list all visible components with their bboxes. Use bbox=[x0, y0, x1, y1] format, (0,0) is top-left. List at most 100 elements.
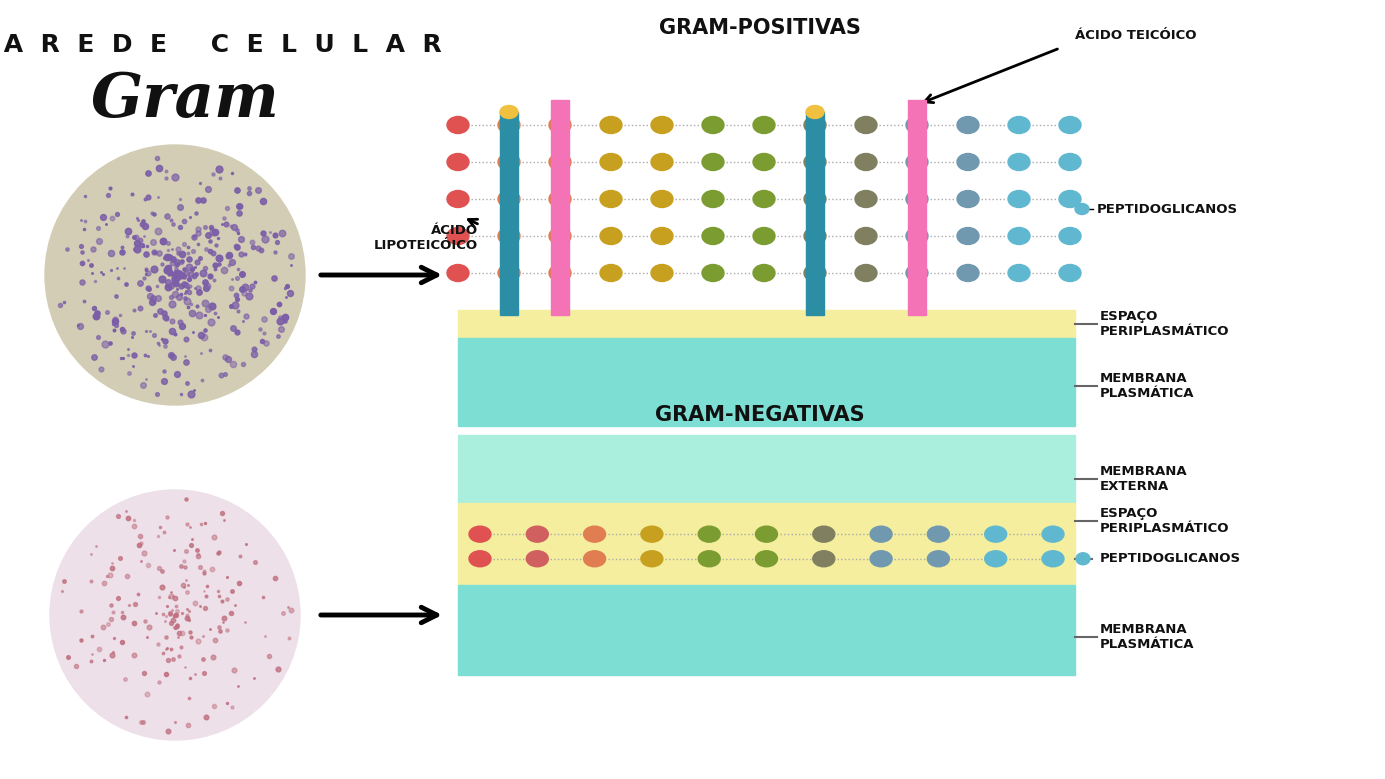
Ellipse shape bbox=[855, 191, 877, 207]
Ellipse shape bbox=[447, 117, 470, 133]
Text: ÁCIDO TEICÓICO: ÁCIDO TEICÓICO bbox=[1075, 29, 1197, 41]
Text: ÁCIDO
LIPOTEICÓICO: ÁCIDO LIPOTEICÓICO bbox=[374, 224, 478, 252]
Ellipse shape bbox=[957, 227, 979, 245]
Ellipse shape bbox=[1060, 227, 1082, 245]
Ellipse shape bbox=[755, 526, 777, 542]
Ellipse shape bbox=[985, 526, 1007, 542]
Ellipse shape bbox=[870, 526, 892, 542]
Ellipse shape bbox=[548, 153, 571, 171]
Ellipse shape bbox=[548, 227, 571, 245]
Ellipse shape bbox=[1042, 551, 1064, 567]
Ellipse shape bbox=[702, 191, 724, 207]
Ellipse shape bbox=[526, 526, 548, 542]
Ellipse shape bbox=[805, 153, 825, 171]
Ellipse shape bbox=[805, 227, 825, 245]
Ellipse shape bbox=[447, 265, 470, 281]
Circle shape bbox=[50, 490, 301, 740]
Ellipse shape bbox=[753, 153, 776, 171]
Ellipse shape bbox=[753, 117, 776, 133]
Ellipse shape bbox=[870, 551, 892, 567]
Ellipse shape bbox=[600, 227, 622, 245]
Ellipse shape bbox=[583, 551, 605, 567]
Ellipse shape bbox=[906, 265, 928, 281]
Text: Gram: Gram bbox=[90, 70, 280, 130]
Ellipse shape bbox=[548, 191, 571, 207]
Text: PEPTIDOGLICANOS: PEPTIDOGLICANOS bbox=[1097, 203, 1238, 216]
Ellipse shape bbox=[702, 265, 724, 281]
Ellipse shape bbox=[702, 227, 724, 245]
Ellipse shape bbox=[702, 153, 724, 171]
Bar bbox=[500, 112, 518, 315]
Ellipse shape bbox=[447, 227, 470, 245]
Ellipse shape bbox=[499, 191, 519, 207]
Text: ESPAÇO
PERIPLASMÁTICO: ESPAÇO PERIPLASMÁTICO bbox=[1100, 310, 1230, 338]
Ellipse shape bbox=[1008, 191, 1030, 207]
Ellipse shape bbox=[1060, 153, 1082, 171]
Bar bbox=[909, 100, 927, 315]
Circle shape bbox=[44, 145, 305, 405]
Ellipse shape bbox=[499, 265, 519, 281]
Ellipse shape bbox=[805, 265, 825, 281]
Text: PEPTIDOGLICANOS: PEPTIDOGLICANOS bbox=[1100, 552, 1241, 566]
Ellipse shape bbox=[447, 191, 470, 207]
Ellipse shape bbox=[753, 191, 776, 207]
Ellipse shape bbox=[600, 265, 622, 281]
Text: MEMBRANA
PLASMÁTICA: MEMBRANA PLASMÁTICA bbox=[1100, 623, 1194, 651]
Ellipse shape bbox=[1008, 265, 1030, 281]
Ellipse shape bbox=[755, 551, 777, 567]
Ellipse shape bbox=[1008, 153, 1030, 171]
Ellipse shape bbox=[499, 227, 519, 245]
Ellipse shape bbox=[985, 551, 1007, 567]
Ellipse shape bbox=[600, 191, 622, 207]
Ellipse shape bbox=[698, 526, 720, 542]
Ellipse shape bbox=[813, 526, 835, 542]
Ellipse shape bbox=[702, 117, 724, 133]
Ellipse shape bbox=[641, 551, 663, 567]
Ellipse shape bbox=[1008, 227, 1030, 245]
Ellipse shape bbox=[651, 191, 673, 207]
Ellipse shape bbox=[641, 526, 663, 542]
Ellipse shape bbox=[855, 227, 877, 245]
Ellipse shape bbox=[1075, 203, 1089, 214]
Ellipse shape bbox=[583, 526, 605, 542]
Text: MEMBRANA
EXTERNA: MEMBRANA EXTERNA bbox=[1100, 465, 1187, 493]
Bar bbox=[551, 100, 569, 315]
Ellipse shape bbox=[806, 105, 824, 118]
Text: GRAM-NEGATIVAS: GRAM-NEGATIVAS bbox=[655, 405, 864, 425]
Bar bbox=[458, 435, 1075, 503]
Ellipse shape bbox=[651, 153, 673, 171]
Ellipse shape bbox=[906, 153, 928, 171]
Text: ESPAÇO
PERIPLASMÁTICO: ESPAÇO PERIPLASMÁTICO bbox=[1100, 507, 1230, 535]
Ellipse shape bbox=[600, 153, 622, 171]
Ellipse shape bbox=[548, 117, 571, 133]
Ellipse shape bbox=[499, 117, 519, 133]
Ellipse shape bbox=[957, 153, 979, 171]
Bar bbox=[806, 112, 824, 315]
Ellipse shape bbox=[813, 551, 835, 567]
Ellipse shape bbox=[651, 117, 673, 133]
Ellipse shape bbox=[548, 265, 571, 281]
Text: GRAM-POSITIVAS: GRAM-POSITIVAS bbox=[659, 18, 861, 38]
Ellipse shape bbox=[447, 153, 470, 171]
Ellipse shape bbox=[499, 153, 519, 171]
Ellipse shape bbox=[855, 153, 877, 171]
Ellipse shape bbox=[651, 227, 673, 245]
Bar bbox=[458, 503, 1075, 585]
Bar bbox=[458, 338, 1075, 426]
Ellipse shape bbox=[855, 117, 877, 133]
Ellipse shape bbox=[957, 191, 979, 207]
Ellipse shape bbox=[753, 265, 776, 281]
Ellipse shape bbox=[651, 265, 673, 281]
Ellipse shape bbox=[1042, 526, 1064, 542]
Ellipse shape bbox=[1060, 191, 1082, 207]
Ellipse shape bbox=[805, 191, 825, 207]
Ellipse shape bbox=[805, 117, 825, 133]
Ellipse shape bbox=[957, 265, 979, 281]
Ellipse shape bbox=[470, 551, 492, 567]
Ellipse shape bbox=[470, 526, 492, 542]
Ellipse shape bbox=[1060, 265, 1082, 281]
Ellipse shape bbox=[855, 265, 877, 281]
Ellipse shape bbox=[1076, 553, 1090, 565]
Ellipse shape bbox=[957, 117, 979, 133]
Ellipse shape bbox=[1008, 117, 1030, 133]
